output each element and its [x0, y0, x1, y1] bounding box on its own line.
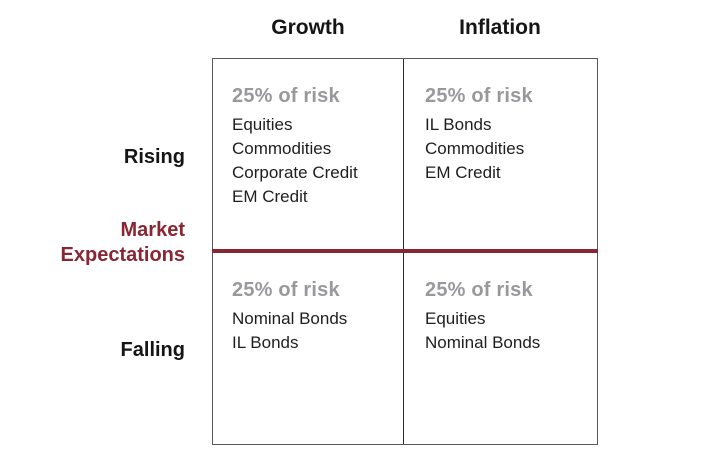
matrix-box: 25% of risk Equities Commodities Corpora…	[212, 58, 598, 445]
quadrant-inflation-rising: 25% of risk IL Bonds Commodities EM Cred…	[404, 59, 597, 249]
axis-label-market-expectations: Market Expectations	[61, 218, 185, 268]
asset-item: Corporate Credit	[232, 163, 358, 182]
risk-percentage-label: 25% of risk	[425, 279, 533, 301]
quadrant-inflation-falling: 25% of risk Equities Nominal Bonds	[404, 253, 597, 444]
axis-label-line1: Market	[120, 219, 185, 241]
asset-item: EM Credit	[232, 187, 308, 206]
market-expectations-axis-line	[212, 249, 598, 253]
quadrant-growth-falling: 25% of risk Nominal Bonds IL Bonds	[213, 253, 403, 444]
asset-item: EM Credit	[425, 163, 501, 182]
asset-item: Equities	[232, 115, 293, 134]
row-label-rising: Rising	[123, 146, 185, 168]
asset-item: IL Bonds	[232, 333, 299, 352]
quadrant-growth-rising: 25% of risk Equities Commodities Corpora…	[213, 59, 403, 249]
column-header-growth: Growth	[271, 16, 345, 39]
risk-percentage-label: 25% of risk	[425, 85, 533, 107]
asset-item: Nominal Bonds	[425, 333, 541, 352]
row-label-falling: Falling	[120, 339, 185, 361]
risk-percentage-label: 25% of risk	[232, 85, 340, 107]
column-header-inflation: Inflation	[459, 16, 541, 39]
asset-item: Equities	[425, 309, 486, 328]
risk-percentage-label: 25% of risk	[232, 279, 340, 301]
asset-item: Nominal Bonds	[232, 309, 348, 328]
asset-item: IL Bonds	[425, 115, 492, 134]
asset-item: Commodities	[425, 139, 525, 158]
axis-label-line2: Expectations	[60, 244, 185, 266]
asset-item: Commodities	[232, 139, 332, 158]
